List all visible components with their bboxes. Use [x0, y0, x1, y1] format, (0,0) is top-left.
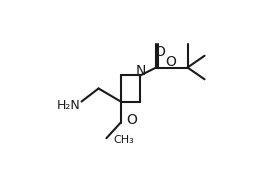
Text: N: N [136, 64, 146, 78]
Text: O: O [154, 45, 165, 59]
Text: O: O [166, 55, 177, 69]
Text: CH₃: CH₃ [114, 134, 134, 144]
Text: H₂N: H₂N [56, 99, 80, 112]
Text: O: O [126, 113, 137, 127]
